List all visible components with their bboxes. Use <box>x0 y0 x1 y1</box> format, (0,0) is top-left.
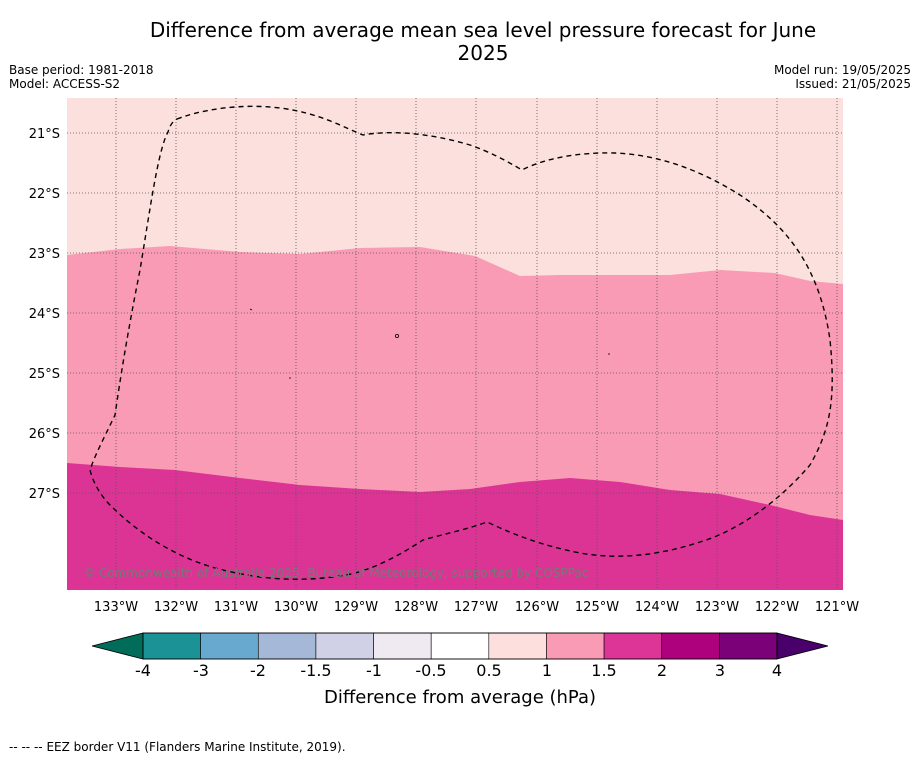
lon-label: 133°W <box>94 600 138 615</box>
lon-label: 124°W <box>635 600 679 615</box>
lat-label: 25°S <box>29 367 60 382</box>
issued-date: Issued: 21/05/2025 <box>795 77 911 91</box>
colorbar: -4 -3 -2 -1.5 -1 -0.5 0.5 1 1.5 2 3 4 Di… <box>91 632 829 708</box>
colorbar-segment <box>546 632 605 660</box>
gridlines <box>67 98 843 590</box>
lat-label: 24°S <box>29 307 60 322</box>
colorbar-segment <box>603 632 663 660</box>
eez-border <box>89 105 833 580</box>
lon-label: 128°W <box>394 600 438 615</box>
lon-label: 123°W <box>695 600 739 615</box>
colorbar-segment <box>315 632 374 660</box>
chart-title: Difference from average mean sea level p… <box>149 18 817 65</box>
base-period: Base period: 1981-2018 <box>9 63 154 77</box>
lon-label: 121°W <box>815 600 859 615</box>
lat-label: 22°S <box>29 187 60 202</box>
colorbar-tick: 3 <box>715 661 725 680</box>
lon-label: 125°W <box>575 600 619 615</box>
colorbar-tick: -0.5 <box>415 661 446 680</box>
eez-legend-text: EEZ border V11 (Flanders Marine Institut… <box>46 740 346 754</box>
colorbar-segment <box>488 632 547 660</box>
colorbar-tick: -4 <box>135 661 151 680</box>
colorbar-tick: 4 <box>772 661 782 680</box>
zone-1-5-to-2 <box>67 463 843 590</box>
colorbar-tick: 2 <box>657 661 667 680</box>
model-run: Model run: 19/05/2025 <box>773 63 911 77</box>
colorbar-frame <box>142 632 778 660</box>
colorbar-over-triangle <box>776 632 829 660</box>
colorbar-segment <box>719 632 778 660</box>
meta-right: Model run: 19/05/2025 Issued: 21/05/2025 <box>774 63 911 91</box>
island-markers <box>249 308 610 379</box>
lon-label: 130°W <box>274 600 318 615</box>
model-name: Model: ACCESS-S2 <box>9 77 121 91</box>
colorbar-segment <box>257 632 317 660</box>
colorbar-segment <box>373 632 432 660</box>
lat-label: 27°S <box>29 487 60 502</box>
copyright-text: © Commonwealth of Australia 2025, Bureau… <box>83 566 588 580</box>
lon-label: 131°W <box>214 600 258 615</box>
lat-label: 23°S <box>29 247 60 262</box>
lat-label: 21°S <box>29 127 60 142</box>
lat-label: 26°S <box>29 427 60 442</box>
colorbar-tick: -2 <box>250 661 266 680</box>
colorbar-segment <box>142 632 201 660</box>
colorbar-segment <box>430 632 490 660</box>
eez-legend-symbol: -- -- -- <box>9 740 43 754</box>
colorbar-tick: -3 <box>193 661 209 680</box>
lon-label: 132°W <box>154 600 198 615</box>
lon-label: 127°W <box>454 600 498 615</box>
colorbar-tick: -1.5 <box>300 661 331 680</box>
colorbar-tick: 1 <box>542 661 552 680</box>
eez-legend: -- -- -- EEZ border V11 (Flanders Marine… <box>9 740 346 754</box>
colorbar-segment <box>200 632 259 660</box>
colorbar-under-triangle <box>91 632 144 660</box>
colorbar-label: Difference from average (hPa) <box>324 687 596 708</box>
colorbar-tick: -1 <box>366 661 382 680</box>
colorbar-tick: 1.5 <box>591 661 616 680</box>
colorbar-segment <box>661 632 720 660</box>
lon-label: 122°W <box>755 600 799 615</box>
meta-left: Base period: 1981-2018 Model: ACCESS-S2 <box>9 63 154 91</box>
lon-label: 129°W <box>334 600 378 615</box>
colorbar-tick: 0.5 <box>476 661 501 680</box>
lon-label: 126°W <box>515 600 559 615</box>
